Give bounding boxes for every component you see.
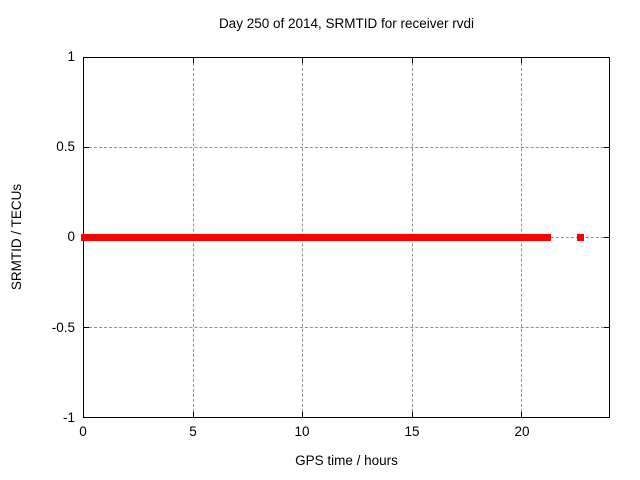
plot-area xyxy=(80,57,610,418)
y-tick-mark xyxy=(604,326,609,328)
y-tick-mark xyxy=(604,147,609,149)
x-tick-label: 20 xyxy=(514,424,530,439)
chart-title: Day 250 of 2014, SRMTID for receiver rvd… xyxy=(218,16,475,31)
data-series-band xyxy=(80,234,552,241)
y-tick-label: 0 xyxy=(67,229,75,244)
y-tick-label: -1 xyxy=(62,410,75,425)
x-tick-mark xyxy=(521,412,522,417)
x-tick-mark xyxy=(411,58,413,63)
data-point xyxy=(577,234,585,241)
x-tick-label: 10 xyxy=(294,424,310,439)
y-gridline xyxy=(84,147,609,149)
x-tick-mark xyxy=(192,58,194,63)
y-tick-label: -0.5 xyxy=(51,320,75,335)
y-tick-mark xyxy=(84,147,89,149)
y-tick-mark xyxy=(604,237,609,238)
x-tick-mark xyxy=(302,58,304,63)
x-axis-title: GPS time / hours xyxy=(295,453,398,468)
x-tick-mark xyxy=(521,58,522,63)
y-tick-mark xyxy=(84,326,89,328)
x-tick-mark xyxy=(302,412,304,417)
x-tick-label: 5 xyxy=(189,424,197,439)
x-tick-mark xyxy=(192,412,194,417)
x-tick-label: 0 xyxy=(79,424,87,439)
x-tick-mark xyxy=(411,412,413,417)
y-tick-label: 1 xyxy=(67,49,75,64)
x-tick-label: 15 xyxy=(404,424,420,439)
y-tick-label: 0.5 xyxy=(56,139,75,154)
y-gridline xyxy=(84,326,609,328)
